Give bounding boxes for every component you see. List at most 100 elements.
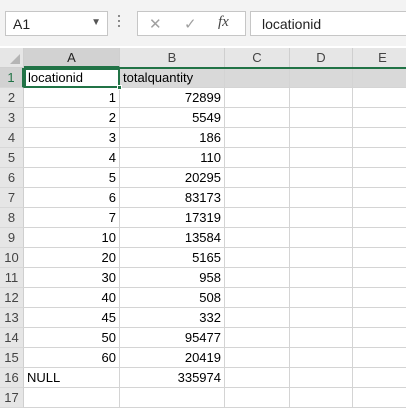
row-header[interactable]: 5 (0, 148, 24, 168)
row-header[interactable]: 14 (0, 328, 24, 348)
table-cell[interactable] (290, 228, 353, 248)
table-cell[interactable]: 20295 (120, 168, 225, 188)
table-cell[interactable]: 5549 (120, 108, 225, 128)
table-cell[interactable] (290, 268, 353, 288)
table-cell[interactable]: 508 (120, 288, 225, 308)
table-cell[interactable] (353, 248, 406, 268)
table-cell[interactable]: 186 (120, 128, 225, 148)
table-cell[interactable] (225, 88, 290, 108)
table-cell[interactable] (353, 228, 406, 248)
table-cell[interactable] (353, 328, 406, 348)
table-cell[interactable] (290, 208, 353, 228)
table-cell[interactable]: 958 (120, 268, 225, 288)
table-cell[interactable] (225, 368, 290, 388)
table-cell[interactable] (353, 148, 406, 168)
table-cell[interactable] (353, 128, 406, 148)
table-cell[interactable] (290, 88, 353, 108)
table-cell[interactable] (290, 368, 353, 388)
table-cell[interactable] (225, 188, 290, 208)
row-header[interactable]: 15 (0, 348, 24, 368)
table-cell[interactable] (225, 348, 290, 368)
table-cell[interactable] (225, 208, 290, 228)
table-cell[interactable] (225, 68, 290, 88)
table-cell[interactable]: 4 (24, 148, 120, 168)
table-cell[interactable] (225, 248, 290, 268)
insert-function-icon[interactable]: fx (218, 14, 229, 30)
table-cell[interactable] (225, 388, 290, 408)
table-cell[interactable] (225, 148, 290, 168)
fill-handle[interactable] (117, 85, 122, 90)
name-box[interactable]: A1 ▼ (5, 11, 108, 36)
row-header[interactable]: 8 (0, 208, 24, 228)
table-cell[interactable]: 30 (24, 268, 120, 288)
table-cell[interactable] (290, 248, 353, 268)
table-cell[interactable]: 10 (24, 228, 120, 248)
table-cell[interactable] (290, 68, 353, 88)
table-cell[interactable] (353, 308, 406, 328)
table-cell[interactable] (353, 348, 406, 368)
table-cell[interactable] (353, 368, 406, 388)
table-cell[interactable] (290, 328, 353, 348)
table-cell[interactable] (290, 168, 353, 188)
column-header-a[interactable]: A (24, 48, 120, 68)
table-cell[interactable]: 72899 (120, 88, 225, 108)
table-cell[interactable] (225, 168, 290, 188)
table-cell[interactable] (225, 128, 290, 148)
table-cell[interactable] (290, 148, 353, 168)
table-cell[interactable]: 7 (24, 208, 120, 228)
table-cell[interactable]: 20419 (120, 348, 225, 368)
table-cell[interactable] (290, 108, 353, 128)
table-cell[interactable]: 335974 (120, 368, 225, 388)
cancel-icon[interactable]: ✕ (149, 16, 162, 33)
table-cell[interactable] (353, 188, 406, 208)
table-cell[interactable]: 60 (24, 348, 120, 368)
row-header[interactable]: 3 (0, 108, 24, 128)
row-header[interactable]: 2 (0, 88, 24, 108)
column-header-b[interactable]: B (120, 48, 225, 68)
column-header-d[interactable]: D (290, 48, 353, 68)
drag-handle-icon[interactable] (117, 15, 121, 31)
check-icon[interactable]: ✓ (184, 16, 197, 33)
row-header[interactable]: 13 (0, 308, 24, 328)
table-cell[interactable]: 110 (120, 148, 225, 168)
chevron-down-icon[interactable]: ▼ (91, 17, 101, 28)
table-cell[interactable] (353, 68, 406, 88)
table-cell[interactable] (24, 388, 120, 408)
row-header[interactable]: 9 (0, 228, 24, 248)
row-header[interactable]: 7 (0, 188, 24, 208)
table-cell[interactable]: 2 (24, 108, 120, 128)
table-cell[interactable] (225, 308, 290, 328)
table-cell[interactable]: 95477 (120, 328, 225, 348)
table-cell[interactable]: 3 (24, 128, 120, 148)
table-cell[interactable]: 20 (24, 248, 120, 268)
table-cell[interactable] (290, 288, 353, 308)
active-cell[interactable]: locationid (24, 68, 120, 88)
row-header[interactable]: 1 (0, 68, 24, 88)
table-cell[interactable]: 40 (24, 288, 120, 308)
table-cell[interactable] (225, 228, 290, 248)
table-cell[interactable]: 332 (120, 308, 225, 328)
table-cell[interactable]: 13584 (120, 228, 225, 248)
table-cell[interactable] (225, 268, 290, 288)
table-cell[interactable]: 50 (24, 328, 120, 348)
table-cell[interactable] (353, 268, 406, 288)
row-header[interactable]: 17 (0, 388, 24, 408)
table-cell[interactable]: 5 (24, 168, 120, 188)
table-cell[interactable] (353, 388, 406, 408)
table-cell[interactable] (353, 288, 406, 308)
table-cell[interactable]: 1 (24, 88, 120, 108)
formula-input[interactable]: locationid (250, 11, 406, 36)
table-cell[interactable]: NULL (24, 368, 120, 388)
select-all-corner[interactable] (0, 48, 24, 68)
table-cell[interactable] (353, 88, 406, 108)
row-header[interactable]: 6 (0, 168, 24, 188)
row-header[interactable]: 11 (0, 268, 24, 288)
table-cell[interactable]: totalquantity (120, 68, 225, 88)
table-cell[interactable] (353, 208, 406, 228)
table-cell[interactable] (290, 128, 353, 148)
row-header[interactable]: 4 (0, 128, 24, 148)
table-cell[interactable] (225, 288, 290, 308)
table-cell[interactable] (353, 168, 406, 188)
table-cell[interactable]: 45 (24, 308, 120, 328)
column-header-c[interactable]: C (225, 48, 290, 68)
